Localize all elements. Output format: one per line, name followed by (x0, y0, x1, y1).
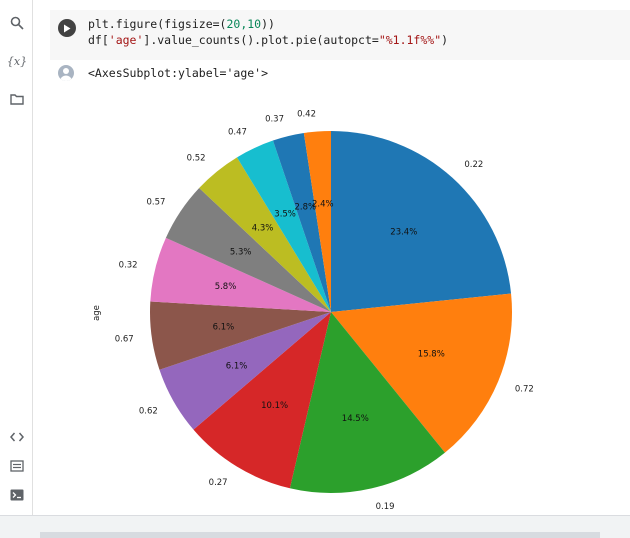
pie-slices (150, 131, 513, 494)
slice-percent-label: 10.1% (261, 401, 288, 411)
slice-category-label: 0.42 (297, 110, 316, 120)
folder-icon[interactable] (8, 90, 26, 108)
slice-category-label: 0.57 (146, 198, 165, 208)
code-token: plt.figure(figsize=( (88, 17, 227, 31)
pie-slice (193, 312, 331, 489)
variables-icon-text: {x} (6, 54, 28, 68)
pie-slice (331, 131, 512, 312)
code-cell[interactable] (50, 10, 630, 60)
slice-category-label: 0.47 (228, 128, 247, 138)
slice-percent-label: 2.8% (294, 203, 316, 213)
slice-percent-label: 14.5% (342, 414, 369, 424)
slice-category-label: 0.37 (265, 115, 284, 125)
output-avatar-icon (58, 65, 74, 81)
pie-slice (150, 237, 331, 312)
search-icon[interactable] (8, 14, 26, 32)
pie-slice (150, 301, 331, 370)
slice-category-label: 0.27 (209, 478, 228, 488)
pie-labels: 23.4% 0.22 15.8% 0.72 14.5% 0.19 10.1% 0.27 6.1%… (115, 110, 534, 513)
slice-category-label: 0.22 (464, 160, 483, 170)
code-token-string: 'age' (108, 33, 144, 47)
pie-slice (159, 312, 331, 430)
code-token: )) (261, 17, 275, 31)
slice-percent-label: 6.1% (213, 322, 235, 332)
slice-percent-label: 15.8% (418, 350, 445, 360)
slice-percent-label: 5.8% (215, 282, 237, 292)
code-token: ) (441, 33, 449, 47)
slice-percent-label: 5.3% (230, 248, 252, 258)
output-text: <AxesSubplot:ylabel='age'> (88, 66, 269, 80)
slice-category-label: 0.32 (119, 261, 138, 271)
slice-category-label: 0.67 (115, 335, 134, 345)
run-cell-button[interactable] (58, 19, 76, 37)
pie-chart: 23.4% 0.22 15.8% 0.72 14.5% 0.19 10.1% 0.27 6.1%… (92, 110, 534, 513)
y-axis-label: age (92, 305, 102, 321)
play-icon (64, 24, 71, 32)
pie-slice (199, 157, 331, 312)
slice-category-label: 0.62 (139, 406, 158, 416)
slice-percent-label: 4.3% (252, 224, 274, 234)
slice-category-label: 0.72 (515, 384, 534, 394)
terminal-icon[interactable] (8, 486, 26, 504)
code-token: ].value_counts().plot.pie(autopct= (143, 33, 379, 47)
slice-category-label: 0.52 (187, 153, 206, 163)
pie-slice (165, 187, 331, 312)
slice-percent-label: 2.4% (312, 200, 334, 210)
slice-percent-label: 23.4% (390, 227, 417, 237)
horizontal-scrollbar[interactable] (40, 532, 600, 538)
code-token-string: "%1.1f%%" (378, 33, 442, 47)
code-snippets-icon[interactable] (8, 428, 26, 446)
pie-slice (272, 133, 331, 312)
code-token: df[ (88, 33, 109, 47)
pie-slice (237, 140, 331, 312)
slice-category-label: 0.19 (376, 502, 395, 512)
pie-slice (331, 293, 513, 453)
code-token-number: 20,10 (226, 17, 262, 31)
slice-percent-label: 3.5% (274, 210, 296, 220)
command-palette-icon[interactable] (8, 457, 26, 475)
pie-slice (303, 131, 331, 312)
code-line-1[interactable]: plt.figure(figsize=(20,10)) (88, 17, 275, 31)
left-sidebar: {x} (0, 0, 33, 515)
pie-slice (289, 312, 445, 494)
slice-percent-label: 6.1% (226, 362, 248, 372)
variables-icon[interactable]: {x} (6, 52, 28, 70)
code-line-2[interactable]: df['age'].value_counts().plot.pie(autopc… (88, 33, 448, 47)
